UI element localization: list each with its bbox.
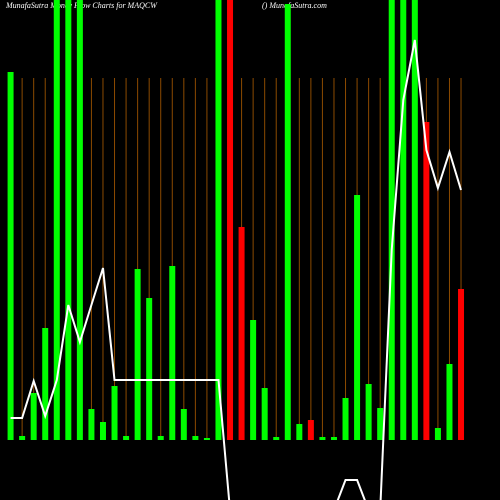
- bar: [411, 0, 418, 440]
- bar: [169, 266, 176, 440]
- bar: [434, 428, 441, 440]
- bar: [7, 72, 14, 440]
- bar: [307, 420, 314, 440]
- bar: [42, 328, 49, 440]
- bar: [203, 438, 210, 440]
- bar: [388, 0, 395, 440]
- bar: [157, 436, 164, 440]
- bar: [330, 437, 337, 440]
- bar: [354, 195, 361, 440]
- bar: [458, 289, 465, 440]
- bar: [123, 436, 130, 440]
- chart-subtitle: () MunafaSutra.com: [262, 1, 327, 10]
- bar: [146, 298, 153, 440]
- bar: [261, 388, 268, 440]
- bar: [377, 408, 384, 440]
- bar: [250, 320, 257, 440]
- bar: [319, 437, 326, 440]
- bar: [284, 4, 291, 440]
- bar: [227, 0, 234, 440]
- bar: [365, 384, 372, 440]
- bar: [134, 269, 141, 440]
- flow-line: [10, 39, 462, 500]
- bar: [446, 364, 453, 440]
- bar: [400, 0, 407, 440]
- bar: [99, 422, 106, 440]
- bar: [238, 227, 245, 440]
- bar: [180, 409, 187, 440]
- bar: [88, 409, 95, 440]
- bar: [296, 424, 303, 440]
- bar: [273, 437, 280, 440]
- bar: [30, 393, 37, 440]
- bar: [342, 398, 349, 440]
- bar: [111, 386, 118, 440]
- bar: [192, 436, 199, 440]
- bar: [76, 0, 83, 440]
- bar: [65, 0, 72, 440]
- bar: [19, 436, 26, 440]
- bar: [215, 0, 222, 440]
- bar: [53, 0, 60, 440]
- bar: [423, 122, 430, 440]
